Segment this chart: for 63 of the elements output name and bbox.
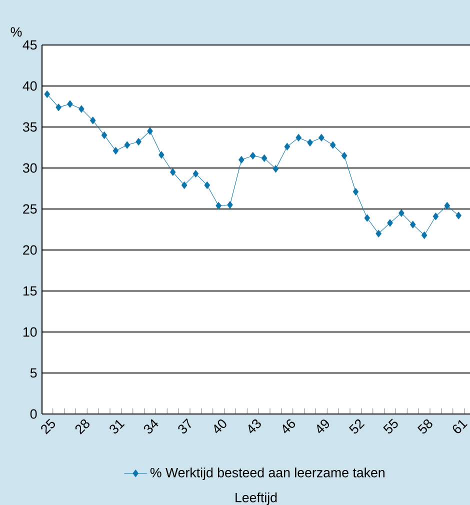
point bbox=[250, 152, 256, 160]
y-tick-label: 10 bbox=[23, 327, 37, 337]
point bbox=[112, 147, 119, 155]
point bbox=[376, 230, 382, 238]
point bbox=[170, 168, 176, 176]
point bbox=[398, 209, 404, 217]
y-axis-title: % bbox=[10, 27, 22, 37]
x-tick-label: 31 bbox=[110, 420, 125, 434]
point bbox=[364, 214, 370, 222]
x-axis-title: Leeftijd bbox=[236, 492, 277, 505]
y-tick-label: 30 bbox=[22, 163, 37, 173]
point bbox=[136, 138, 142, 146]
x-tick-label: 52 bbox=[348, 419, 365, 434]
point bbox=[352, 188, 359, 196]
y-tick-label: 40 bbox=[22, 81, 37, 91]
point bbox=[216, 202, 222, 210]
x-tick-label: 28 bbox=[75, 419, 90, 434]
point bbox=[456, 212, 462, 220]
point bbox=[192, 170, 199, 178]
point bbox=[147, 127, 153, 135]
point bbox=[101, 131, 108, 139]
point bbox=[432, 212, 439, 220]
x-tick-label: 61 bbox=[452, 420, 468, 434]
x-tick-label: 25 bbox=[41, 418, 56, 434]
point bbox=[387, 219, 393, 227]
x-tick-label: 58 bbox=[418, 419, 432, 434]
point bbox=[158, 151, 164, 159]
x-tick-label: 46 bbox=[282, 419, 296, 434]
point bbox=[272, 165, 279, 173]
x-tick-label: 37 bbox=[178, 418, 192, 434]
y-tick-label: 15 bbox=[23, 286, 37, 296]
y-tick-label: 45 bbox=[22, 40, 37, 50]
point bbox=[318, 134, 324, 142]
point bbox=[261, 154, 268, 162]
legend-label: % Werktijd besteed aan leerzame taken bbox=[150, 468, 384, 480]
point bbox=[227, 201, 233, 209]
point bbox=[444, 202, 450, 210]
point bbox=[124, 141, 130, 149]
point bbox=[341, 152, 348, 160]
y-tick-label: 5 bbox=[30, 368, 37, 378]
point bbox=[307, 138, 313, 146]
y-tick-label: 25 bbox=[23, 204, 37, 214]
point bbox=[410, 220, 416, 228]
point bbox=[90, 116, 96, 124]
point bbox=[67, 100, 73, 108]
point bbox=[296, 134, 302, 142]
x-tick-label: 40 bbox=[214, 420, 226, 434]
point bbox=[204, 181, 210, 189]
point bbox=[181, 181, 188, 189]
point bbox=[78, 105, 84, 113]
y-tick-label: 35 bbox=[22, 122, 37, 132]
y-tick-label: 20 bbox=[23, 245, 37, 255]
point bbox=[56, 104, 62, 112]
x-tick-label: 34 bbox=[144, 419, 158, 434]
point bbox=[238, 156, 244, 164]
y-tick-label: 0 bbox=[30, 409, 37, 419]
x-tick-label: 55 bbox=[383, 418, 398, 434]
x-tick-label: 49 bbox=[317, 420, 330, 434]
point bbox=[330, 141, 336, 149]
x-tick-label: 43 bbox=[248, 419, 261, 434]
point bbox=[284, 142, 290, 150]
point bbox=[421, 232, 428, 239]
point bbox=[44, 90, 50, 98]
